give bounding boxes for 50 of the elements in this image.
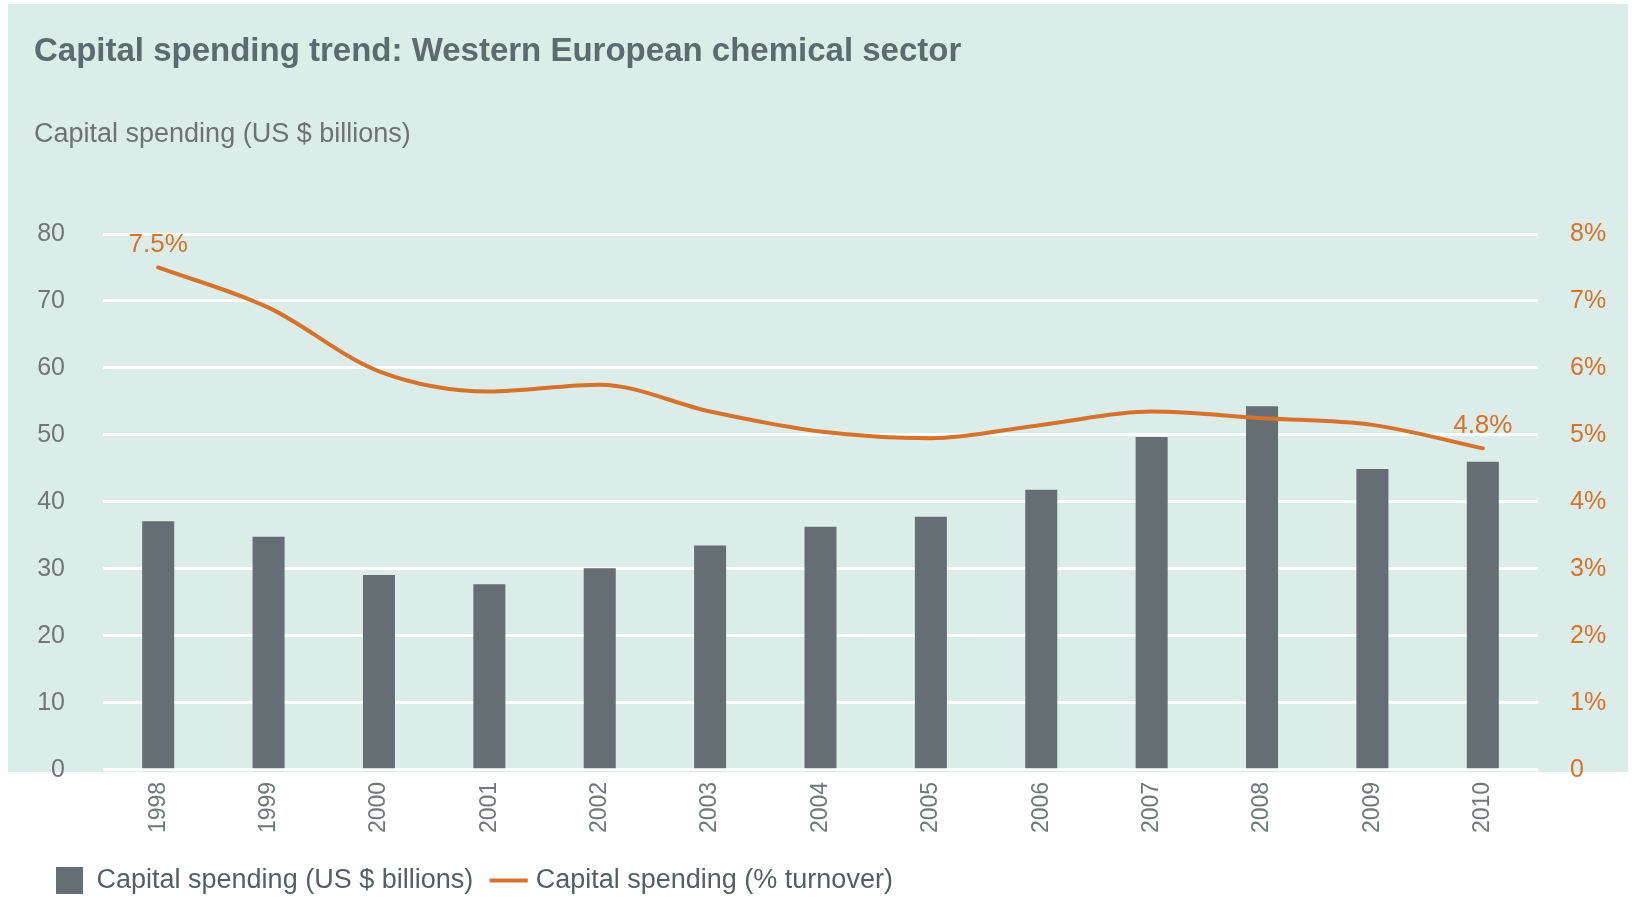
y2-tick-label: 5%	[1570, 418, 1607, 447]
y2-tick-label: 2%	[1570, 619, 1607, 648]
y-tick-label: 30	[37, 552, 65, 581]
bar	[1135, 436, 1168, 769]
bar	[362, 574, 395, 769]
data-label: 7.5%	[128, 227, 188, 258]
data-label: 4.8%	[1453, 408, 1513, 439]
y2-tick-label: 1%	[1570, 686, 1607, 715]
y-tick-label: 20	[37, 619, 65, 648]
x-tick-label: 2008	[1247, 781, 1274, 834]
x-tick-label: 2009	[1357, 781, 1384, 834]
x-tick-label: 1998	[143, 781, 170, 834]
y-tick-label: 10	[37, 686, 65, 715]
bar	[1356, 469, 1389, 769]
bar	[142, 521, 175, 769]
x-tick-label: 2007	[1137, 781, 1163, 834]
y-tick-label: 50	[37, 418, 65, 447]
bar	[583, 568, 616, 769]
y-tick-label: 40	[37, 485, 65, 514]
bar	[1025, 489, 1058, 769]
bar	[804, 526, 837, 769]
bar	[694, 545, 727, 769]
x-tick-label: 1999	[253, 781, 280, 834]
y-axis-title: Capital spending (US $ billions)	[34, 118, 411, 149]
bar	[914, 516, 947, 769]
x-tick-label: 2010	[1468, 781, 1495, 834]
x-tick-label: 2002	[585, 781, 612, 834]
y2-tick-label: 0	[1570, 753, 1584, 782]
x-tick-label: 2004	[805, 781, 832, 834]
bar	[1466, 461, 1499, 769]
legend-label: Capital spending (US $ billions)	[96, 863, 474, 894]
y-tick-label: 80	[37, 217, 65, 246]
x-tick-label: 2001	[474, 781, 501, 834]
bar	[1246, 406, 1279, 769]
bar	[252, 536, 285, 769]
x-tick-label: 2006	[1026, 781, 1053, 834]
chart-title: Capital spending trend: Western European chemical sector	[34, 30, 962, 68]
y-tick-label: 70	[37, 284, 65, 313]
y2-tick-label: 4%	[1570, 485, 1607, 514]
y2-tick-label: 8%	[1570, 217, 1607, 246]
x-tick-label: 2003	[695, 781, 722, 834]
y-tick-label: 60	[37, 351, 65, 380]
y2-tick-label: 3%	[1570, 552, 1607, 581]
y-tick-label: 0	[51, 753, 65, 782]
bar	[473, 584, 506, 769]
x-tick-label: 2005	[916, 781, 943, 834]
y2-tick-label: 6%	[1570, 351, 1607, 380]
legend-label: Capital spending (% turnover)	[535, 863, 893, 894]
x-tick-label: 2000	[364, 781, 391, 834]
y2-tick-label: 7%	[1570, 284, 1607, 313]
